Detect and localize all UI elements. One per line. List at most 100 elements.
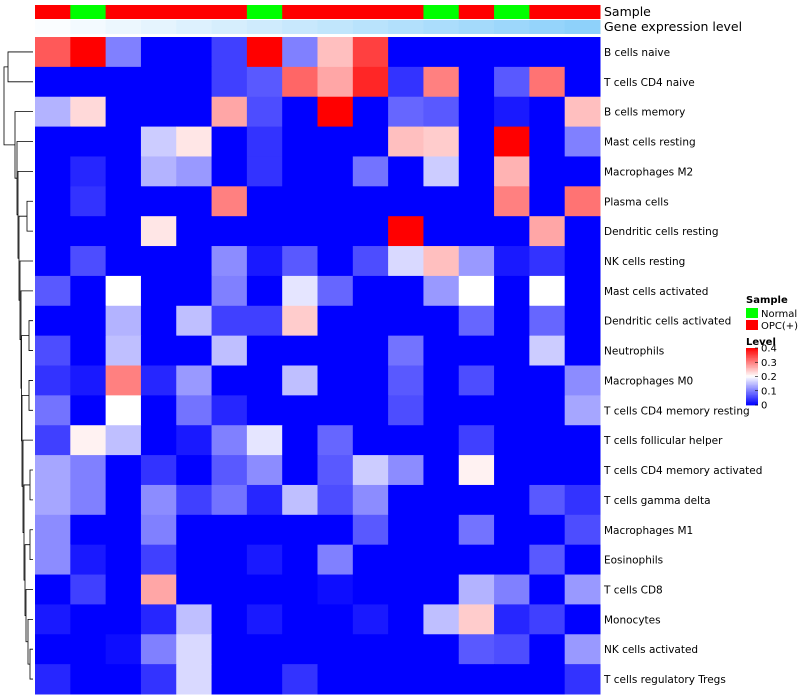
heatmap-cell xyxy=(458,246,495,277)
heatmap-cell xyxy=(176,96,213,128)
heatmap-cell xyxy=(388,305,424,337)
heatmap-cell xyxy=(458,395,495,426)
heatmap-cell xyxy=(352,634,389,665)
heatmap-cell xyxy=(176,186,213,217)
heatmap-cell xyxy=(317,335,354,366)
heatmap-cell xyxy=(140,484,177,516)
expression-annotation-cell xyxy=(246,20,283,34)
heatmap-cell xyxy=(423,126,460,157)
sample-annotation-cell xyxy=(70,5,107,19)
heatmap-cell xyxy=(246,37,283,68)
heatmap-cell xyxy=(564,216,601,247)
heatmap-cell xyxy=(423,634,460,665)
level-legend-gradient-step xyxy=(746,362,758,365)
heatmap-cell xyxy=(317,246,354,277)
expression-annotation-cell xyxy=(317,20,354,34)
heatmap-cell xyxy=(140,365,177,396)
heatmap-cell xyxy=(246,275,283,307)
level-legend-tick-label: 0.1 xyxy=(761,386,777,397)
heatmap-cell xyxy=(352,514,389,546)
heatmap-cell xyxy=(564,186,601,217)
heatmap-cell xyxy=(423,425,460,456)
sample-annotation-cell xyxy=(388,5,424,19)
heatmap-cell xyxy=(105,37,142,68)
heatmap-cell xyxy=(70,574,107,605)
heatmap-cell xyxy=(564,514,601,546)
heatmap-cell xyxy=(529,395,566,426)
heatmap-cell xyxy=(140,455,177,486)
heatmap-cell xyxy=(423,574,460,605)
heatmap-cell xyxy=(176,604,213,635)
heatmap-cell xyxy=(70,186,107,217)
sample-annotation-cell xyxy=(140,5,177,19)
expression-annotation-cell xyxy=(352,20,389,34)
heatmap-cell xyxy=(458,216,495,247)
heatmap-cell xyxy=(458,425,495,456)
heatmap-cell xyxy=(458,335,495,366)
sample-annotation-cell xyxy=(282,5,318,19)
sample-annotation-cell xyxy=(494,5,530,19)
heatmap-cell xyxy=(352,544,389,576)
heatmap-cell xyxy=(458,37,495,68)
level-legend-gradient-step xyxy=(746,389,758,392)
heatmap-cell xyxy=(352,186,389,217)
heatmap-cell xyxy=(529,216,566,247)
heatmap-cell xyxy=(282,186,318,217)
heatmap-cell xyxy=(246,305,283,337)
heatmap-cell xyxy=(282,216,318,247)
heatmap-cell xyxy=(211,335,248,366)
level-legend-gradient-step xyxy=(746,363,758,366)
heatmap-cell xyxy=(70,216,107,247)
heatmap-cell xyxy=(423,484,460,516)
heatmap-cell xyxy=(176,246,213,277)
heatmap-cell xyxy=(388,544,424,576)
heatmap-cell xyxy=(388,275,424,307)
heatmap-cell xyxy=(317,126,354,157)
heatmap-cell xyxy=(494,455,530,486)
heatmap-cell xyxy=(352,37,389,68)
dendrogram-branch xyxy=(29,529,33,561)
level-legend-gradient-step xyxy=(746,355,758,357)
heatmap-cell xyxy=(70,66,107,98)
heatmap-cell xyxy=(388,604,424,635)
heatmap-cell xyxy=(458,514,495,546)
heatmap-cell xyxy=(388,186,424,217)
heatmap-cell xyxy=(35,335,71,366)
heatmap-cell xyxy=(494,574,530,605)
heatmap-cell xyxy=(282,544,318,576)
heatmap-cell xyxy=(317,156,354,187)
heatmap-cell xyxy=(35,186,71,217)
heatmap-cell xyxy=(105,484,142,516)
sample-annotation-cell xyxy=(35,5,71,19)
row-label: T cells follicular helper xyxy=(603,435,723,447)
heatmap-cell xyxy=(529,574,566,605)
dendrogram-branch xyxy=(29,648,33,680)
heatmap-cell xyxy=(423,365,460,396)
heatmap-cell xyxy=(494,96,530,128)
heatmap-cell xyxy=(35,664,71,695)
level-legend-gradient-step xyxy=(746,390,758,393)
heatmap-cell xyxy=(105,126,142,157)
heatmap-cell xyxy=(246,216,283,247)
heatmap-cell xyxy=(352,96,389,128)
heatmap-cell xyxy=(282,246,318,277)
level-legend-gradient-step xyxy=(746,356,758,359)
heatmap-cell xyxy=(388,216,424,247)
heatmap-cell xyxy=(211,156,248,187)
heatmap-cell xyxy=(317,634,354,665)
heatmap-cell xyxy=(494,604,530,635)
level-legend-gradient-step xyxy=(746,360,758,363)
heatmap-cell xyxy=(564,365,601,396)
heatmap-cell xyxy=(246,365,283,396)
heatmap-cell xyxy=(105,66,142,98)
heatmap-cell xyxy=(458,186,495,217)
sample-legend-title: Sample xyxy=(746,295,788,306)
heatmap-cell xyxy=(140,66,177,98)
row-label: B cells naive xyxy=(604,47,670,59)
heatmap-cell xyxy=(529,544,566,576)
heatmap-cell xyxy=(176,156,213,187)
heatmap-cell xyxy=(70,604,107,635)
heatmap-cell xyxy=(70,335,107,366)
expression-annotation-cell xyxy=(423,20,460,34)
